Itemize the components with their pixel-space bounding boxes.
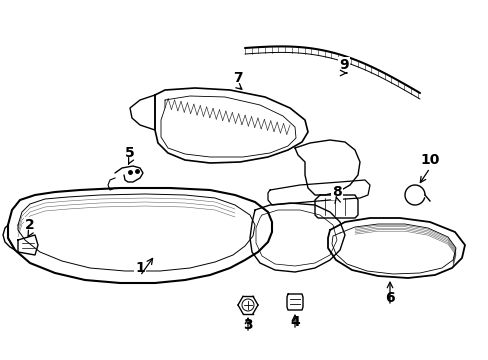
Text: 2: 2: [25, 218, 35, 232]
Text: 4: 4: [289, 315, 299, 329]
Text: 10: 10: [420, 153, 439, 167]
Text: 9: 9: [339, 58, 348, 72]
Text: 1: 1: [135, 261, 144, 275]
Text: 5: 5: [125, 146, 135, 160]
Text: 3: 3: [243, 318, 252, 332]
Text: 8: 8: [331, 185, 341, 199]
Text: 6: 6: [385, 291, 394, 305]
Text: 7: 7: [233, 71, 243, 85]
